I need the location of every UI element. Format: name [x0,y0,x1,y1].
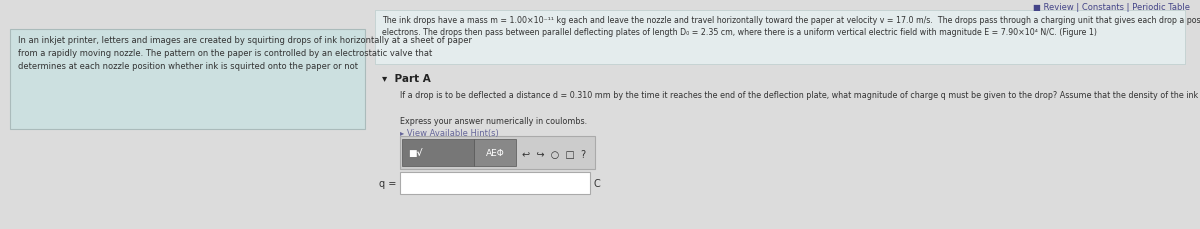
Bar [374,10,1186,64]
Text: In an inkjet printer, letters and images are created by squirting drops of ink h: In an inkjet printer, letters and images… [18,36,472,71]
Bar [474,139,516,166]
Text: ■√: ■√ [408,149,422,158]
Text: C: C [594,179,601,189]
Bar [400,136,595,169]
Text: electrons. The drops then pass between parallel deflecting plates of length D₀ =: electrons. The drops then pass between p… [382,28,1097,37]
Bar [10,29,365,129]
Text: ▾  Part A: ▾ Part A [382,74,431,84]
Text: If a drop is to be deflected a distance d = 0.310 mm by the time it reaches the : If a drop is to be deflected a distance … [400,91,1200,100]
Text: q =: q = [379,179,396,189]
Bar [400,172,590,194]
Text: ▸ View Available Hint(s): ▸ View Available Hint(s) [400,129,499,138]
Bar [402,139,474,166]
Text: ↩  ↪  ○  □  ?: ↩ ↪ ○ □ ? [522,150,586,160]
Text: The ink drops have a mass m = 1.00×10⁻¹¹ kg each and leave the nozzle and travel: The ink drops have a mass m = 1.00×10⁻¹¹… [382,16,1200,25]
Text: Express your answer numerically in coulombs.: Express your answer numerically in coulo… [400,117,587,126]
Text: ■ Review | Constants | Periodic Table: ■ Review | Constants | Periodic Table [1033,3,1190,12]
Text: AEΦ: AEΦ [486,149,504,158]
